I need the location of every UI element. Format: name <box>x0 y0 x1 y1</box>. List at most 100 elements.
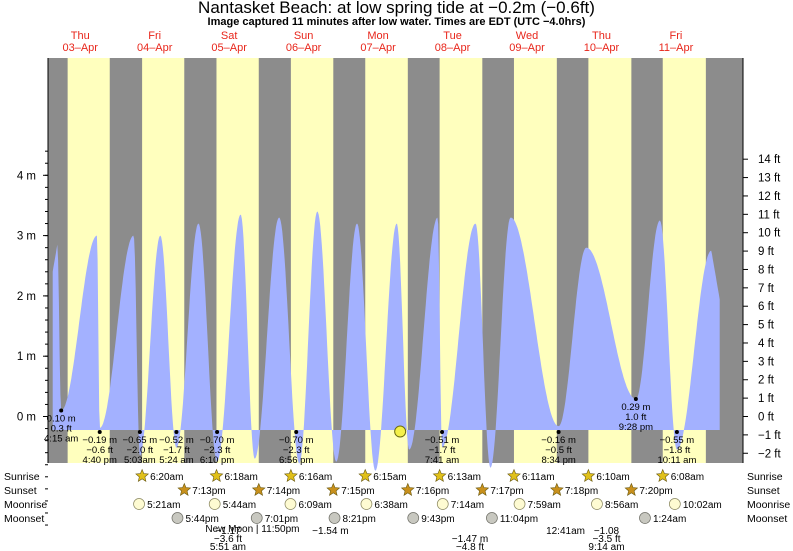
day-date-label: 04–Apr <box>137 42 173 54</box>
sunset-row-label-left: Sunset <box>4 485 37 497</box>
overflow-text: 5:51 am <box>210 542 246 551</box>
sunset-time: 7:15pm <box>341 486 374 497</box>
tide-extreme-marker <box>59 408 64 413</box>
right-axis-label: 3 ft <box>758 356 775 368</box>
moonrise-time: 7:14am <box>451 500 484 511</box>
overflow-text: −1.54 m <box>312 526 348 537</box>
day-date-label: 11–Apr <box>659 42 694 54</box>
tide-extreme-height-ft: −2.0 ft <box>126 445 153 456</box>
left-axis-label: 2 m <box>17 291 36 303</box>
day-name-label: Sat <box>221 30 238 42</box>
tide-extreme-height-ft: −1.7 ft <box>429 445 456 456</box>
left-axis-label: 1 m <box>17 351 36 363</box>
day-name-label: Sun <box>294 30 314 42</box>
tide-extreme-height-ft: −2.3 ft <box>204 445 231 456</box>
tide-extreme-height-m: −0.70 m <box>279 435 314 446</box>
right-axis-label: 10 ft <box>758 228 781 240</box>
sunset-icon <box>251 482 266 496</box>
tide-extreme-time: 4:15 am <box>44 433 78 444</box>
sunrise-row-label-right: Sunrise <box>747 471 783 483</box>
sunrise-time: 6:18am <box>224 472 257 483</box>
tide-extreme-time: 6:10 pm <box>200 455 234 466</box>
tide-extreme-marker <box>633 397 638 402</box>
overflow-text: 12:41am <box>546 526 585 537</box>
tide-extreme-marker <box>97 430 102 434</box>
sunset-time: 7:20pm <box>639 486 672 497</box>
day-date-label: 09–Apr <box>509 42 545 54</box>
tide-extreme-height-m: 0.10 m <box>47 413 76 424</box>
right-axis-label: 5 ft <box>758 320 775 332</box>
sunset-row-label-right: Sunset <box>747 485 780 497</box>
sunset-icon <box>475 482 490 496</box>
day-date-label: 06–Apr <box>286 42 322 54</box>
day-date-label: 07–Apr <box>360 42 396 54</box>
right-axis-label: −2 ft <box>758 448 782 460</box>
moonset-icon <box>328 512 341 524</box>
moonset-icon <box>639 512 651 524</box>
day-labels: Thu03–AprFri04–AprSat05–AprSun06–AprMon0… <box>62 30 693 54</box>
moonrise-icon <box>436 498 449 510</box>
tide-curve-layer <box>52 211 720 471</box>
tide-extreme-marker <box>674 430 679 434</box>
sunset-time: 7:13pm <box>192 486 225 497</box>
sunrise-time: 6:16am <box>299 472 332 483</box>
tide-extreme-marker <box>440 430 445 434</box>
right-axis-label: 12 ft <box>758 191 781 203</box>
sunrise-icon <box>655 468 670 482</box>
sunrise-row-label-left: Sunrise <box>4 471 40 483</box>
day-name-label: Thu <box>71 30 90 42</box>
day-name-label: Fri <box>148 30 161 42</box>
sun-moon-rows: Sunrise Sunrise 6:20am 6:18am 6:16am 6:15am 6:… <box>4 468 790 551</box>
tide-extreme-height-ft: −2.3 ft <box>283 445 310 456</box>
tide-extreme-marker <box>215 430 220 434</box>
tide-extreme-time: 8:34 pm <box>541 455 575 466</box>
moonset-row-label-left: Moonset <box>4 513 44 525</box>
moonrise-time: 8:56am <box>605 500 638 511</box>
sunrise-time: 6:13am <box>448 472 481 483</box>
right-axis-label: 2 ft <box>758 375 775 387</box>
day-date-label: 03–Apr <box>62 42 98 54</box>
sunset-time: 7:16pm <box>416 486 449 497</box>
current-tide-marker <box>394 425 407 438</box>
day-name-label: Wed <box>516 30 538 42</box>
moonrise-time: 5:44am <box>223 500 256 511</box>
left-axis-label: 4 m <box>17 170 36 182</box>
tide-area <box>52 211 720 471</box>
overflow-text: −1.47 m <box>452 534 488 545</box>
tide-extreme-time: 10:11 am <box>657 455 696 466</box>
sunrise-icon <box>432 468 447 482</box>
tide-extreme-time: 7:41 am <box>425 455 459 466</box>
day-name-label: Mon <box>367 30 388 42</box>
day-date-label: 08–Apr <box>435 42 471 54</box>
tide-extreme-time: 5:24 am <box>159 455 193 466</box>
tide-extreme-height-m: 0.29 m <box>621 402 650 413</box>
tide-annotations: 0.10 m0.3 ft4:15 am −0.19 m−0.6 ft4:40 pm… <box>44 397 696 466</box>
sunset-icon <box>400 482 415 496</box>
tide-extreme-height-ft: −1.7 ft <box>163 445 190 456</box>
sunrise-icon <box>209 468 224 482</box>
sunrise-time: 6:10am <box>596 472 629 483</box>
sunrise-icon <box>581 468 596 482</box>
sunset-time: 7:18pm <box>565 486 598 497</box>
tide-extreme-height-m: −0.65 m <box>123 435 158 446</box>
tide-extreme-time: 5:03am <box>124 455 156 466</box>
moonrise-icon <box>591 498 603 510</box>
left-axis-label: 0 m <box>17 412 36 424</box>
day-name-label: Fri <box>670 30 683 42</box>
sunrise-time: 6:15am <box>373 472 406 483</box>
page-subtitle: Image captured 11 minutes after low wate… <box>207 16 586 28</box>
tide-extreme-time: 4:40 pm <box>83 455 117 466</box>
overflow-text: 9:14 am <box>588 542 624 551</box>
sunrise-time: 6:11am <box>522 472 555 483</box>
overflow-text: −3.5 ft <box>592 534 620 545</box>
tide-extreme-height-m: −0.16 m <box>541 435 576 446</box>
tide-extreme-height-ft: −1.8 ft <box>664 445 691 456</box>
chart-axes: 4 m 3 m 2 m 1 m 0 m 14 ft 13 ft 12 ft 11 ft 10 ft… <box>17 58 782 526</box>
tide-extreme-marker <box>294 430 299 434</box>
page-title: Nantasket Beach: at low spring tide at −… <box>198 0 595 17</box>
day-date-label: 05–Apr <box>211 42 247 54</box>
tide-extreme-height-m: −0.51 m <box>425 435 460 446</box>
moonrise-icon <box>668 498 681 510</box>
moonset-time: 9:43pm <box>421 514 454 525</box>
right-axis-label: 6 ft <box>758 301 775 313</box>
